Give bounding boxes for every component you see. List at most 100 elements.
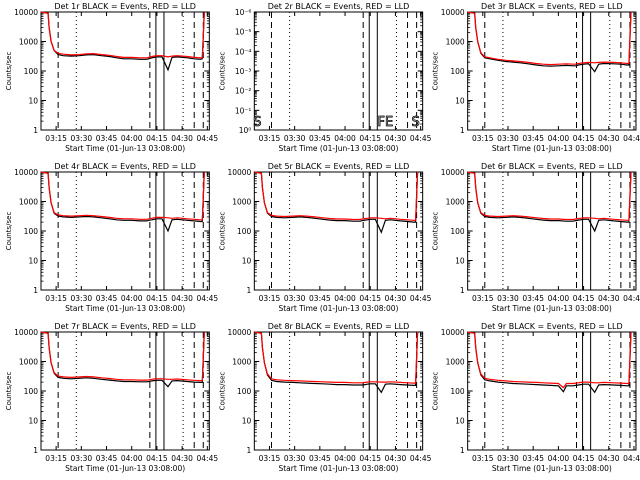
y-tick-label: 100 <box>450 67 465 76</box>
x-tick-label: 04:45 <box>623 134 640 143</box>
plot-frame <box>467 11 637 131</box>
y-tick-label: 1 <box>33 286 38 295</box>
x-axis-label: Start Time (01-Jun-13 03:08:00) <box>278 144 398 153</box>
x-tick-label: 03:30 <box>71 294 93 303</box>
x-tick-label: 04:30 <box>171 454 193 463</box>
x-tick-label: 04:00 <box>334 454 356 463</box>
plot-frame <box>40 331 210 451</box>
x-tick-label: 03:45 <box>309 134 331 143</box>
y-tick-label: 1000 <box>19 358 38 367</box>
x-tick-label: 04:30 <box>598 134 620 143</box>
lld-series-line <box>467 171 632 221</box>
x-tick-label: 03:30 <box>284 454 306 463</box>
x-axis-label: Start Time (01-Jun-13 03:08:00) <box>492 304 612 313</box>
chart-panel-1: Det 1r BLACK = Events, RED = LLD 03:15 03:… <box>5 2 218 153</box>
y-tick-label: 1000 <box>232 198 251 207</box>
x-tick-label: 04:30 <box>385 294 407 303</box>
plot-frame <box>40 11 210 131</box>
y-tick-label: 10000 <box>14 8 38 17</box>
y-tick-label: 10000 <box>227 168 251 177</box>
events-series-line <box>467 11 632 73</box>
y-tick-label: 10⁻⁵ <box>235 28 252 37</box>
y-tick-label: 10000 <box>14 168 38 177</box>
y-tick-label: 1000 <box>446 198 465 207</box>
y-tick-label: 100 <box>237 387 252 396</box>
x-tick-label: 04:45 <box>410 134 432 143</box>
x-axis-label: Start Time (01-Jun-13 03:08:00) <box>278 464 398 473</box>
x-tick-label: 04:00 <box>548 294 570 303</box>
x-tick-label: 03:45 <box>309 454 331 463</box>
y-axis-label: Counts/sec <box>432 52 440 91</box>
x-tick-label: 03:45 <box>309 294 331 303</box>
lld-series-line <box>467 11 632 66</box>
chart-title: Det 6r BLACK = Events, RED = LLD <box>481 162 623 171</box>
y-tick-label: 10 <box>455 257 465 266</box>
x-tick-label: 03:15 <box>259 134 281 143</box>
x-tick-label: 03:15 <box>259 454 281 463</box>
lld-series-line <box>40 11 205 59</box>
x-tick-label: 04:45 <box>623 294 640 303</box>
events-series-line <box>40 171 205 233</box>
chart-title: Det 5r BLACK = Events, RED = LLD <box>268 162 410 171</box>
plot-frame <box>253 11 424 131</box>
x-tick-label: 04:45 <box>623 454 640 463</box>
events-series-line <box>467 171 632 233</box>
chart-title: Det 4r BLACK = Events, RED = LLD <box>54 162 196 171</box>
lld-series-line <box>40 171 205 221</box>
chart-title: Det 1r BLACK = Events, RED = LLD <box>54 2 196 11</box>
x-tick-label: 04:15 <box>573 454 595 463</box>
x-tick-label: 04:45 <box>197 454 219 463</box>
x-tick-label: 04:15 <box>146 134 168 143</box>
y-tick-label: 10⁻³ <box>235 67 252 76</box>
x-axis-label: Start Time (01-Jun-13 03:08:00) <box>65 304 185 313</box>
x-tick-label: 04:30 <box>171 134 193 143</box>
x-tick-label: 04:15 <box>359 454 381 463</box>
chart-panel-2: Det 2r BLACK = Events, RED = LLD 03:15 03:… <box>218 2 431 153</box>
y-tick-label: 10 <box>242 257 252 266</box>
x-tick-label: 04:30 <box>598 294 620 303</box>
x-tick-label: 03:45 <box>96 454 118 463</box>
y-tick-label: 10⁻² <box>235 87 252 96</box>
y-tick-label: 1 <box>247 446 252 455</box>
lld-series-line <box>254 331 419 384</box>
x-tick-label: 04:00 <box>121 454 143 463</box>
plot-frame <box>253 331 424 451</box>
x-axis-label: Start Time (01-Jun-13 03:08:00) <box>65 464 185 473</box>
x-axis-label: Start Time (01-Jun-13 03:08:00) <box>65 144 185 153</box>
y-tick-label: 1000 <box>446 38 465 47</box>
plot-frame <box>253 171 424 291</box>
chart-panel-4: Det 4r BLACK = Events, RED = LLD 03:15 03:… <box>5 162 218 313</box>
x-tick-label: 04:15 <box>146 454 168 463</box>
x-tick-label: 03:15 <box>472 134 494 143</box>
x-tick-label: 04:45 <box>410 454 432 463</box>
chart-title: Det 2r BLACK = Events, RED = LLD <box>268 2 410 11</box>
y-tick-label: 1 <box>33 126 38 135</box>
x-tick-label: 04:15 <box>359 134 381 143</box>
x-axis-label: Start Time (01-Jun-13 03:08:00) <box>492 144 612 153</box>
x-tick-label: 03:15 <box>472 294 494 303</box>
x-tick-label: 03:30 <box>497 294 519 303</box>
x-tick-label: 03:15 <box>45 454 67 463</box>
y-axis-label: Counts/sec <box>218 212 226 251</box>
y-tick-label: 10⁰ <box>239 126 252 135</box>
x-tick-label: 03:30 <box>284 294 306 303</box>
y-axis-label: Counts/sec <box>218 52 226 91</box>
x-tick-label: 03:15 <box>45 134 67 143</box>
x-tick-label: 04:00 <box>548 134 570 143</box>
x-tick-label: 03:30 <box>497 134 519 143</box>
y-tick-label: 1000 <box>232 358 251 367</box>
x-tick-label: 04:15 <box>573 294 595 303</box>
y-tick-label: 1 <box>247 286 252 295</box>
events-series-line <box>254 171 419 234</box>
x-tick-label: 03:30 <box>71 454 93 463</box>
y-tick-label: 1 <box>33 446 38 455</box>
y-tick-label: 1 <box>460 286 465 295</box>
y-tick-label: 1 <box>460 446 465 455</box>
lld-series-line <box>40 331 205 382</box>
x-tick-label: 04:00 <box>548 454 570 463</box>
y-tick-label: 100 <box>450 387 465 396</box>
plot-frame <box>467 171 637 291</box>
